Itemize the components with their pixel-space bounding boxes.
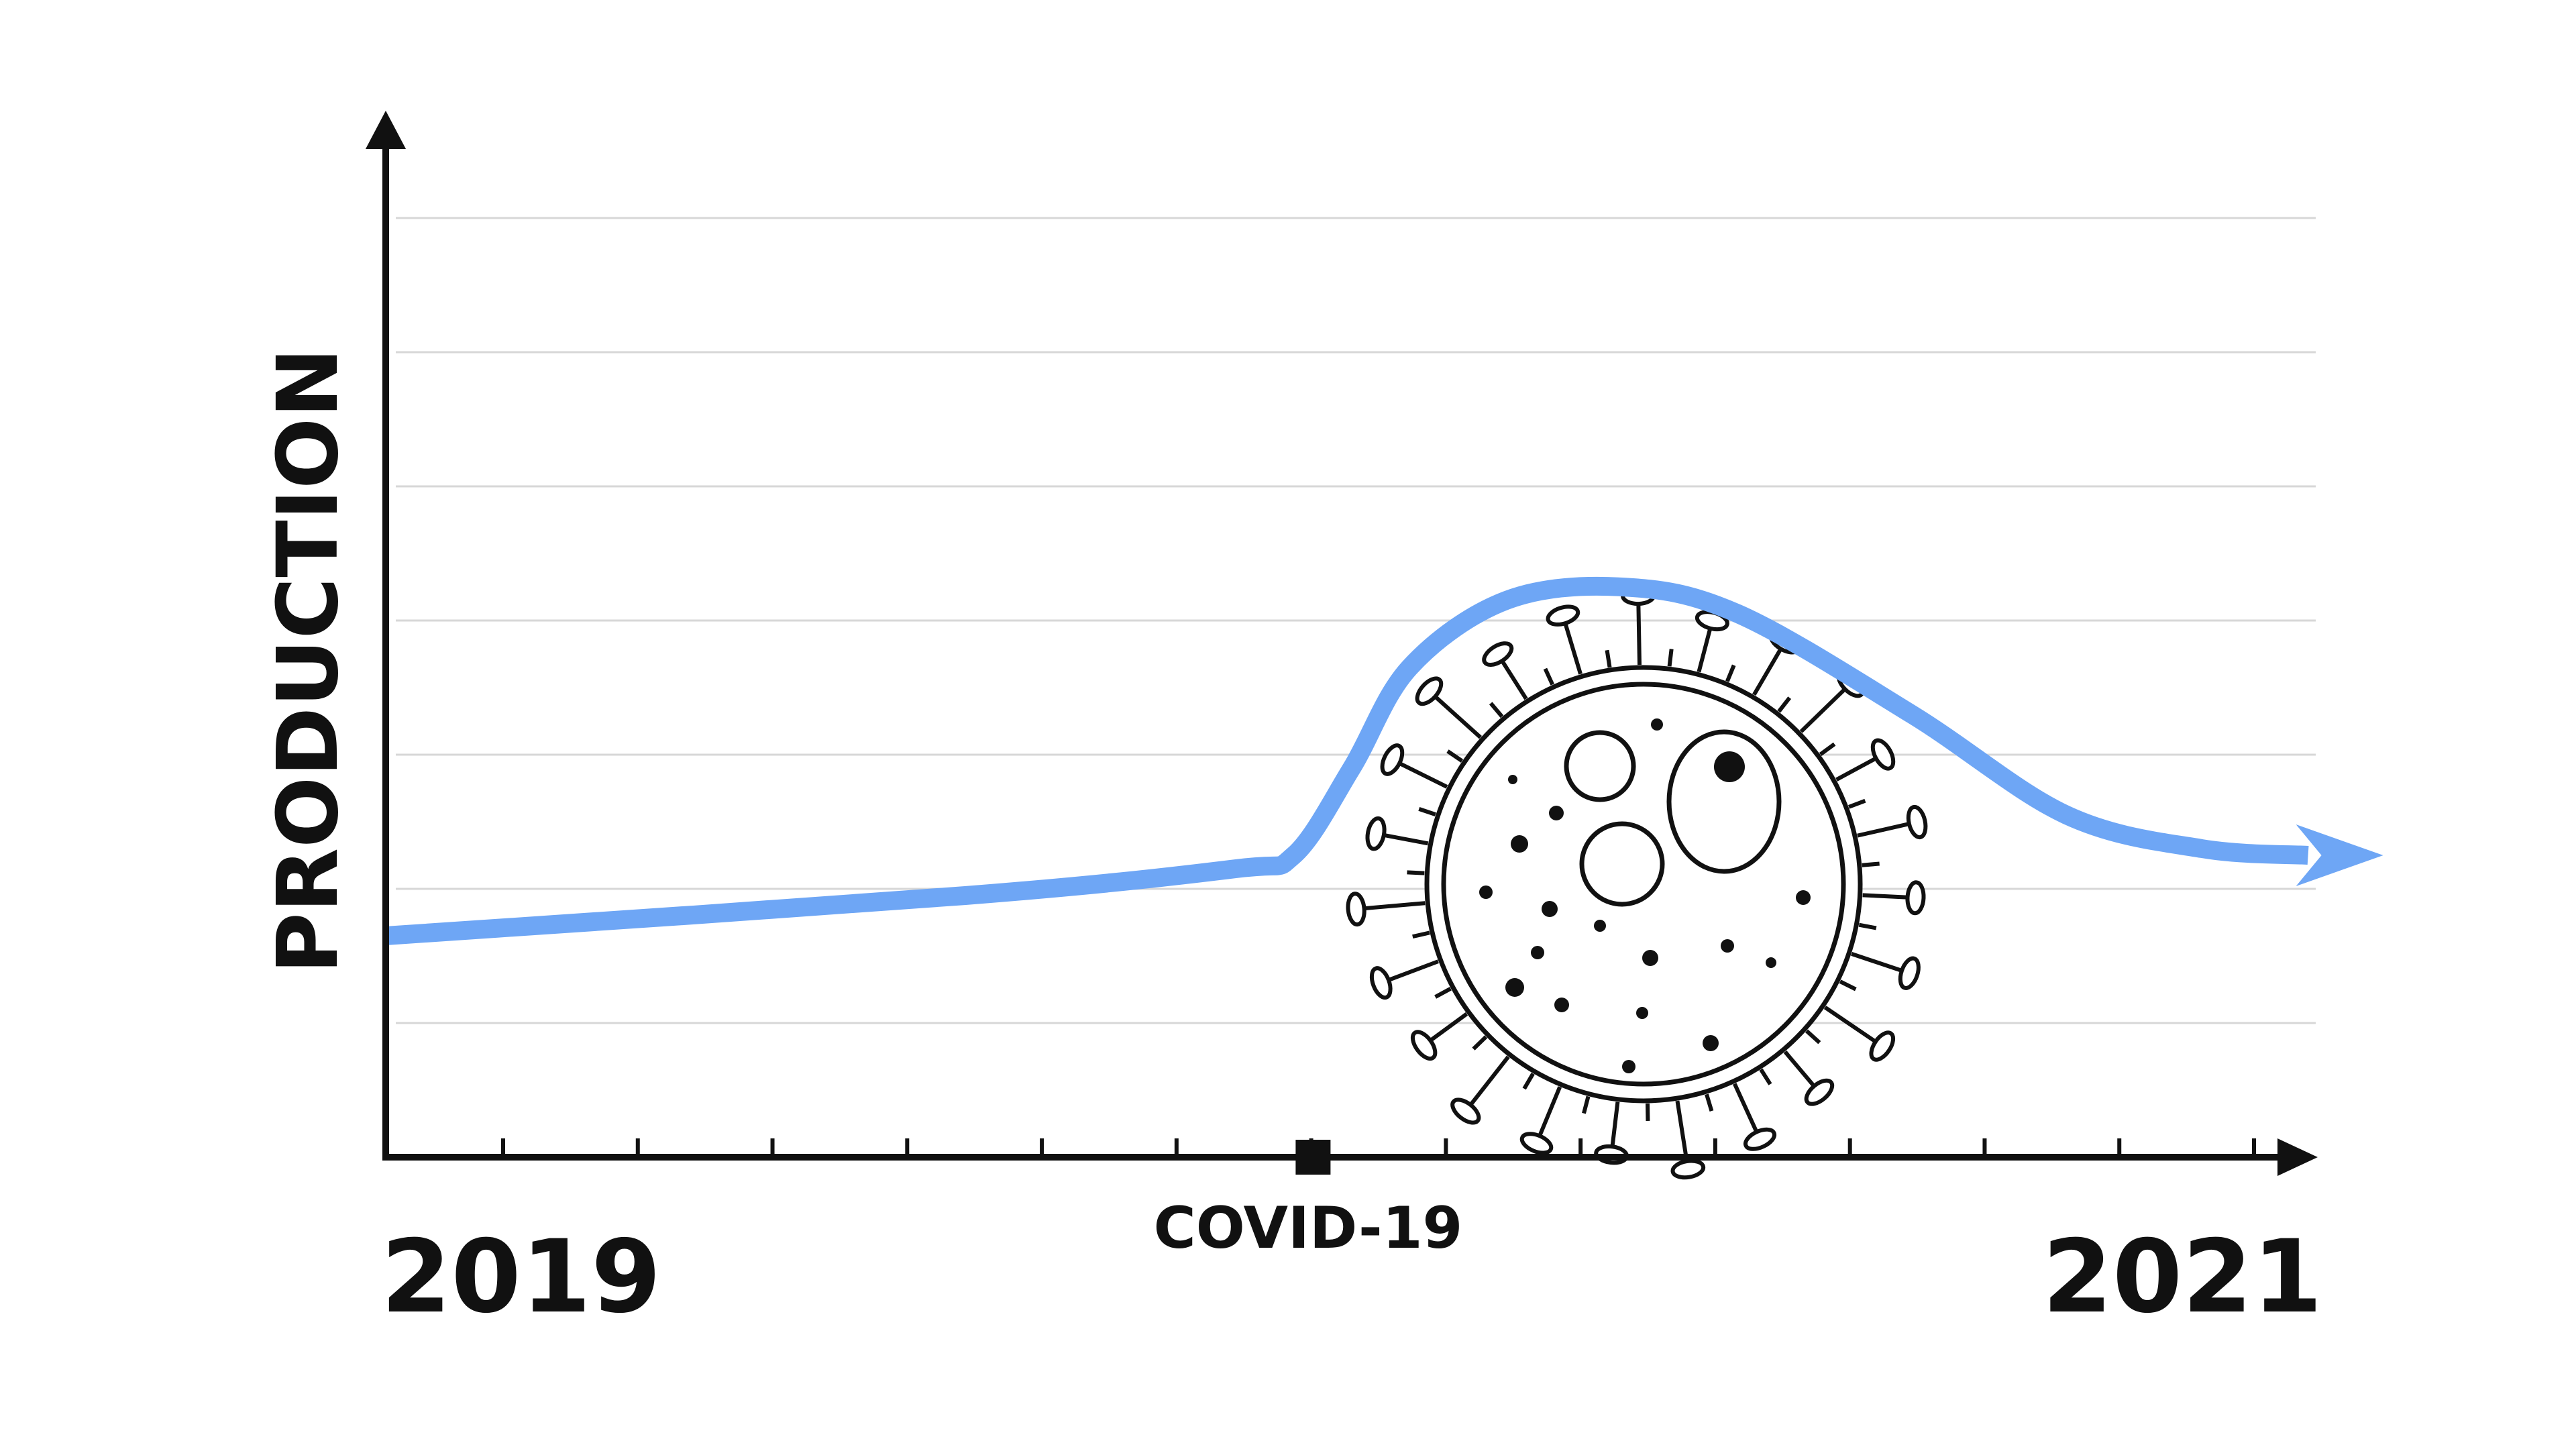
virus-short-spike (1862, 861, 1880, 867)
virus-short-spike (1434, 987, 1452, 999)
y-axis-label: PRODUCTION (260, 347, 357, 974)
virus-short-spike (1605, 649, 1612, 668)
virus-short-spike (1805, 1029, 1821, 1044)
virus-dot (1721, 939, 1734, 953)
virus-spike-head (1346, 892, 1366, 927)
series-line (385, 576, 2309, 945)
series-arrowhead (2296, 824, 2383, 886)
y-axis-arrowhead (366, 111, 406, 149)
virus-spike (1563, 623, 1582, 675)
virus-dot (1511, 835, 1528, 853)
virus-short-spike (1412, 930, 1430, 939)
virus-spike (1752, 648, 1782, 696)
virus-spike-head (1869, 1030, 1896, 1062)
coronavirus-icon (1346, 586, 1928, 1180)
virus-cell-small (1564, 730, 1636, 802)
virus-spike-head (1369, 966, 1393, 1000)
virus-eye (1666, 729, 1782, 874)
virus-spike (1388, 959, 1439, 982)
virus-spike-head (1870, 738, 1896, 771)
virus-dot (1642, 950, 1658, 966)
virus-short-spike (1543, 667, 1554, 686)
virus-short-spike (1472, 1035, 1488, 1051)
virus-short-spike (1407, 870, 1425, 875)
virus-spike (1399, 761, 1448, 789)
virus-short-spike (1418, 807, 1436, 816)
virus-dot (1594, 920, 1606, 932)
virus-short-spike (1522, 1072, 1535, 1090)
virus-spike (1733, 1083, 1758, 1132)
virus-dot (1554, 998, 1569, 1012)
virus-dot (1508, 775, 1517, 784)
x-start-label: 2019 (381, 1219, 661, 1336)
virus-short-spike (1777, 696, 1792, 713)
virus-eye-pupil (1714, 751, 1745, 782)
virus-spike (1783, 1050, 1815, 1087)
virus-spike (1469, 1055, 1510, 1106)
virus-short-spike (1839, 979, 1857, 991)
virus-spike (1610, 1102, 1620, 1146)
virus-dot (1766, 957, 1776, 968)
virus-spike-head (1670, 1159, 1706, 1180)
virus-short-spike (1725, 664, 1736, 682)
virus-dot (1703, 1035, 1719, 1051)
virus-short-spike (1582, 1095, 1591, 1114)
virus-spike (1851, 952, 1902, 973)
virus-cell-mid (1579, 821, 1665, 907)
virus-spike-head (1482, 641, 1514, 667)
virus-dot (1622, 1060, 1635, 1073)
virus-spike (1799, 688, 1846, 733)
virus-spike-head (1365, 816, 1387, 851)
x-end-label: 2021 (2043, 1219, 2322, 1336)
event-marker-square (1295, 1140, 1331, 1175)
virus-spike (1862, 893, 1907, 900)
virus-short-spike (1667, 649, 1674, 667)
virus-dot (1796, 890, 1811, 905)
virus-spike-head (1380, 743, 1405, 776)
virus-short-spike (1705, 1093, 1714, 1112)
virus-spike (1636, 604, 1642, 665)
virus-dot (1479, 885, 1493, 899)
virus-spike-head (1898, 956, 1921, 990)
virus-spike-head (1450, 1097, 1481, 1125)
axes (366, 111, 2318, 1176)
virus-spike-head (1519, 1132, 1554, 1155)
virus-short-spike (1759, 1068, 1772, 1085)
virus-spike (1835, 757, 1877, 782)
virus-spike (1434, 695, 1482, 739)
virus-short-spike (1446, 749, 1464, 763)
virus-spike (1501, 660, 1528, 700)
virus-spike-head (1905, 880, 1926, 916)
virus-spike-head (1546, 604, 1580, 627)
virus-dot (1542, 901, 1558, 917)
virus-short-spike (1819, 742, 1836, 756)
event-marker-label: COVID-19 (1154, 1195, 1463, 1262)
virus-spike-head (1743, 1127, 1777, 1151)
virus-spike (1857, 822, 1909, 838)
virus-spike (1430, 1012, 1468, 1042)
virus-short-spike (1848, 798, 1866, 809)
virus-spike-head (1410, 1030, 1438, 1061)
event-marker (1295, 1140, 1331, 1175)
series-group (385, 576, 2383, 945)
x-axis-arrowhead (2277, 1138, 2318, 1176)
virus-spike (1384, 833, 1429, 846)
virus-spike (1697, 628, 1712, 673)
virus-spike (1364, 901, 1426, 911)
virus-spike (1675, 1100, 1689, 1161)
virus-dot (1531, 946, 1544, 959)
virus-spike-head (1906, 804, 1928, 840)
virus-spike-head (1415, 676, 1444, 706)
virus-spike (1823, 1006, 1876, 1043)
virus-dot (1549, 806, 1564, 820)
virus-dot (1505, 978, 1524, 997)
virus-spike (1538, 1086, 1562, 1136)
virus-short-spike (1858, 922, 1877, 930)
virus-short-spike (1489, 702, 1504, 718)
virus-spike-head (1804, 1078, 1835, 1106)
virus-dot (1651, 718, 1663, 731)
virus-dot (1636, 1007, 1648, 1019)
